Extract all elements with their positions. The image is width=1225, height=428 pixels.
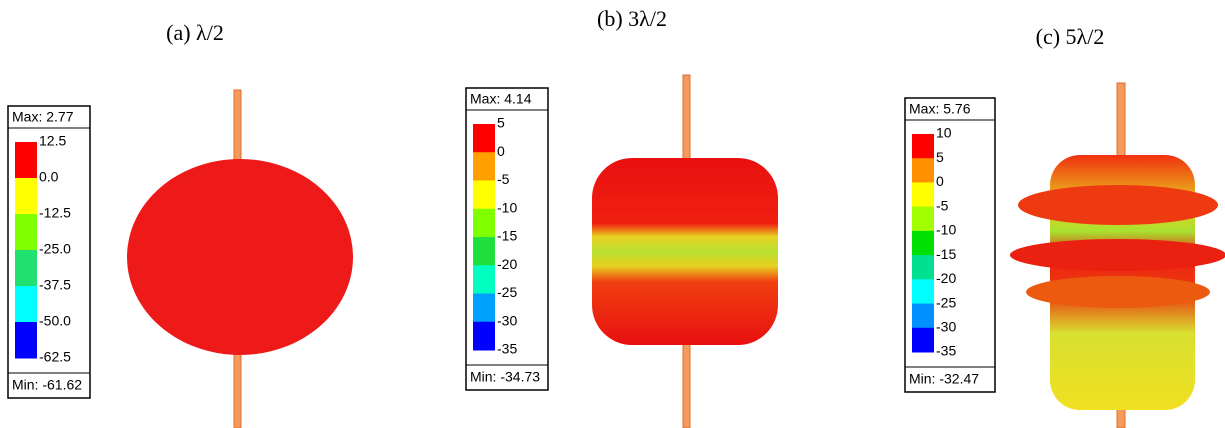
color-band xyxy=(912,134,934,159)
max-label: Max: 5.76 xyxy=(909,101,971,117)
scale-label: -12.5 xyxy=(39,205,71,221)
color-band xyxy=(473,152,495,181)
color-band xyxy=(912,304,934,329)
color-band xyxy=(15,250,37,287)
color-band xyxy=(912,231,934,256)
caption: (a) λ/2 xyxy=(166,20,224,45)
scale-label: -5 xyxy=(497,171,510,187)
figure: (a) λ/2 Max: 2.77 Min: -61.62 12.5 0.0 -12.5 -… xyxy=(0,0,1225,428)
color-band xyxy=(473,124,495,153)
color-band xyxy=(473,322,495,351)
color-band xyxy=(473,181,495,210)
scale-label: -30 xyxy=(936,318,956,334)
pattern xyxy=(127,159,353,355)
color-band xyxy=(912,158,934,183)
color-band xyxy=(473,209,495,238)
scale-label: 5 xyxy=(497,115,505,131)
scale-label: -35 xyxy=(497,341,517,357)
min-label: Min: -32.47 xyxy=(909,371,979,387)
scale-label: -25 xyxy=(936,294,956,310)
scale-label: -30 xyxy=(497,312,517,328)
color-band xyxy=(912,182,934,207)
color-band xyxy=(15,322,37,359)
scale-label: -25.0 xyxy=(39,241,71,257)
color-band xyxy=(15,142,37,179)
scale-label: 0 xyxy=(497,143,505,159)
scale-label: -15 xyxy=(497,228,517,244)
scale-label: -37.5 xyxy=(39,277,71,293)
scale-label: 12.5 xyxy=(39,133,66,149)
scale-label: -62.5 xyxy=(39,349,71,365)
color-band xyxy=(912,328,934,353)
pattern-lobe xyxy=(1010,239,1225,271)
color-band xyxy=(912,255,934,280)
caption: (b) 3λ/2 xyxy=(597,6,667,31)
pattern-lobe xyxy=(1018,185,1218,225)
scale-label: -20 xyxy=(497,256,517,272)
color-band xyxy=(473,237,495,266)
scale-label: -35 xyxy=(936,343,956,359)
color-band xyxy=(473,294,495,323)
pattern xyxy=(592,158,778,345)
scale-label: -50.0 xyxy=(39,313,71,329)
scale-label: -10 xyxy=(497,199,517,215)
scale-label: -10 xyxy=(936,222,956,238)
min-label: Min: -61.62 xyxy=(12,377,82,393)
scale-label: 0 xyxy=(936,173,944,189)
scale-label: 0.0 xyxy=(39,169,59,185)
scale-label: 10 xyxy=(936,125,952,141)
color-band xyxy=(912,279,934,304)
scale-label: -15 xyxy=(936,246,956,262)
scale-label: 5 xyxy=(936,149,944,165)
color-band xyxy=(473,265,495,294)
color-band xyxy=(15,178,37,215)
scale-label: -25 xyxy=(497,284,517,300)
color-band xyxy=(15,214,37,251)
color-band xyxy=(912,207,934,232)
color-band xyxy=(15,286,37,323)
min-label: Min: -34.73 xyxy=(470,369,540,385)
max-label: Max: 2.77 xyxy=(12,109,74,125)
scale-label: -20 xyxy=(936,270,956,286)
caption: (c) 5λ/2 xyxy=(1036,24,1105,49)
pattern-lobe xyxy=(1026,276,1210,308)
scale-label: -5 xyxy=(936,197,949,213)
max-label: Max: 4.14 xyxy=(470,91,532,107)
